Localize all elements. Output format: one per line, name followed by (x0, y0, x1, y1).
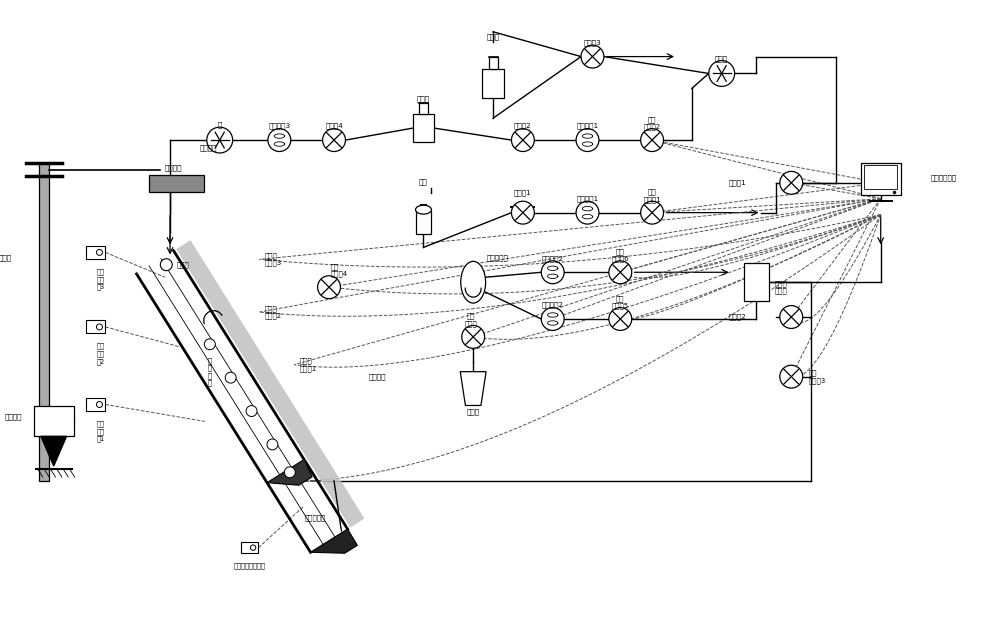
Text: 加砂罐: 加砂罐 (487, 33, 500, 40)
Circle shape (268, 129, 291, 152)
Text: 气瓶: 气瓶 (419, 178, 428, 185)
Bar (744, 263, 769, 301)
Circle shape (609, 261, 632, 283)
Ellipse shape (461, 261, 486, 303)
Circle shape (609, 308, 632, 331)
Circle shape (462, 326, 485, 348)
Polygon shape (267, 459, 312, 485)
Circle shape (246, 406, 257, 417)
Text: 单向阀2: 单向阀2 (514, 123, 532, 129)
Text: 三相流
检测器1: 三相流 检测器1 (299, 357, 316, 372)
Circle shape (96, 401, 102, 408)
Circle shape (267, 439, 278, 450)
Circle shape (225, 372, 236, 383)
Text: 泥浆泵: 泥浆泵 (715, 55, 728, 62)
Text: 储液罐: 储液罐 (417, 95, 430, 102)
Text: 三相流
检测器2: 三相流 检测器2 (264, 305, 282, 319)
Text: 气流量计2: 气流量计2 (542, 302, 564, 308)
Circle shape (318, 276, 340, 299)
Bar (34, 406, 74, 436)
Ellipse shape (416, 205, 431, 214)
Text: 三相分离器: 三相分离器 (487, 254, 509, 261)
Text: 电动旋转头: 电动旋转头 (304, 515, 325, 521)
Circle shape (641, 129, 664, 152)
Circle shape (250, 545, 256, 550)
Circle shape (541, 308, 564, 331)
Bar (482, 69, 504, 98)
Text: 控制阀2: 控制阀2 (729, 313, 747, 320)
Text: 三相流
检测器3: 三相流 检测器3 (264, 252, 282, 266)
Circle shape (780, 306, 803, 329)
Text: 井筒监测系统: 井筒监测系统 (930, 175, 957, 181)
Circle shape (160, 259, 172, 271)
Text: 控制阀1: 控制阀1 (729, 180, 747, 186)
Text: 沉砂罐: 沉砂罐 (467, 408, 480, 415)
Text: 高速
摄像
机2: 高速 摄像 机2 (96, 343, 105, 364)
Circle shape (207, 127, 233, 153)
Circle shape (576, 129, 599, 152)
Bar (86, 246, 105, 259)
Bar (86, 398, 105, 411)
Text: 温压
传感器1: 温压 传感器1 (643, 189, 661, 203)
Text: 驱动电机: 驱动电机 (4, 413, 22, 420)
Text: 液流量计3: 液流量计3 (268, 123, 290, 129)
Bar (864, 165, 897, 189)
Circle shape (541, 261, 564, 283)
Circle shape (96, 250, 102, 255)
Circle shape (709, 61, 735, 87)
Circle shape (284, 467, 295, 478)
Polygon shape (460, 371, 486, 406)
Text: 气液固
混合器: 气液固 混合器 (774, 280, 787, 294)
Text: 升降台: 升降台 (0, 254, 12, 261)
Text: 温压
传感器4: 温压 传感器4 (331, 263, 348, 277)
Circle shape (204, 339, 215, 350)
Circle shape (780, 365, 803, 388)
Bar (419, 103, 428, 114)
Circle shape (511, 129, 534, 152)
Text: 固定设备: 固定设备 (165, 164, 183, 171)
Circle shape (780, 171, 803, 194)
Circle shape (576, 201, 599, 224)
Text: 单向阀3: 单向阀3 (584, 39, 601, 46)
Bar (39, 163, 49, 481)
Text: 单向阀1: 单向阀1 (514, 189, 532, 196)
Text: 高速
摄像
机1: 高速 摄像 机1 (96, 420, 104, 442)
Text: 移动式高速摄像机: 移动式高速摄像机 (234, 562, 266, 569)
Polygon shape (311, 529, 357, 553)
Text: 多
点
注
入: 多 点 注 入 (208, 357, 212, 387)
Text: 密封圈: 密封圈 (176, 261, 189, 268)
Text: 气流量计1: 气流量计1 (576, 196, 599, 202)
Bar (416, 210, 431, 234)
Text: 直井模型: 直井模型 (369, 373, 386, 380)
Text: 单向阀4: 单向阀4 (325, 123, 343, 129)
Bar (149, 175, 204, 192)
Polygon shape (176, 240, 364, 527)
Circle shape (96, 324, 102, 330)
Text: 温压
传感器6: 温压 传感器6 (611, 248, 629, 262)
Bar (413, 114, 434, 142)
Circle shape (641, 201, 664, 224)
Circle shape (323, 129, 345, 152)
Text: 温压
传感器3: 温压 传感器3 (808, 369, 825, 383)
Text: 液流量计2: 液流量计2 (542, 255, 564, 262)
Text: 液流量计1: 液流量计1 (576, 123, 599, 129)
Bar (241, 542, 258, 554)
Bar (86, 320, 105, 333)
Text: 重力
传感器: 重力 传感器 (465, 313, 478, 327)
Text: 连续油管: 连续油管 (200, 145, 217, 152)
Circle shape (511, 201, 534, 224)
Text: 高速
摄像
机3: 高速 摄像 机3 (96, 268, 104, 290)
Circle shape (581, 45, 604, 68)
Text: 温压
传感器2: 温压 传感器2 (644, 116, 661, 131)
Bar (489, 57, 498, 69)
Text: 温压
传感器5: 温压 传感器5 (612, 295, 629, 309)
Bar (861, 163, 901, 195)
Polygon shape (41, 436, 67, 466)
Text: 泵: 泵 (218, 122, 222, 129)
